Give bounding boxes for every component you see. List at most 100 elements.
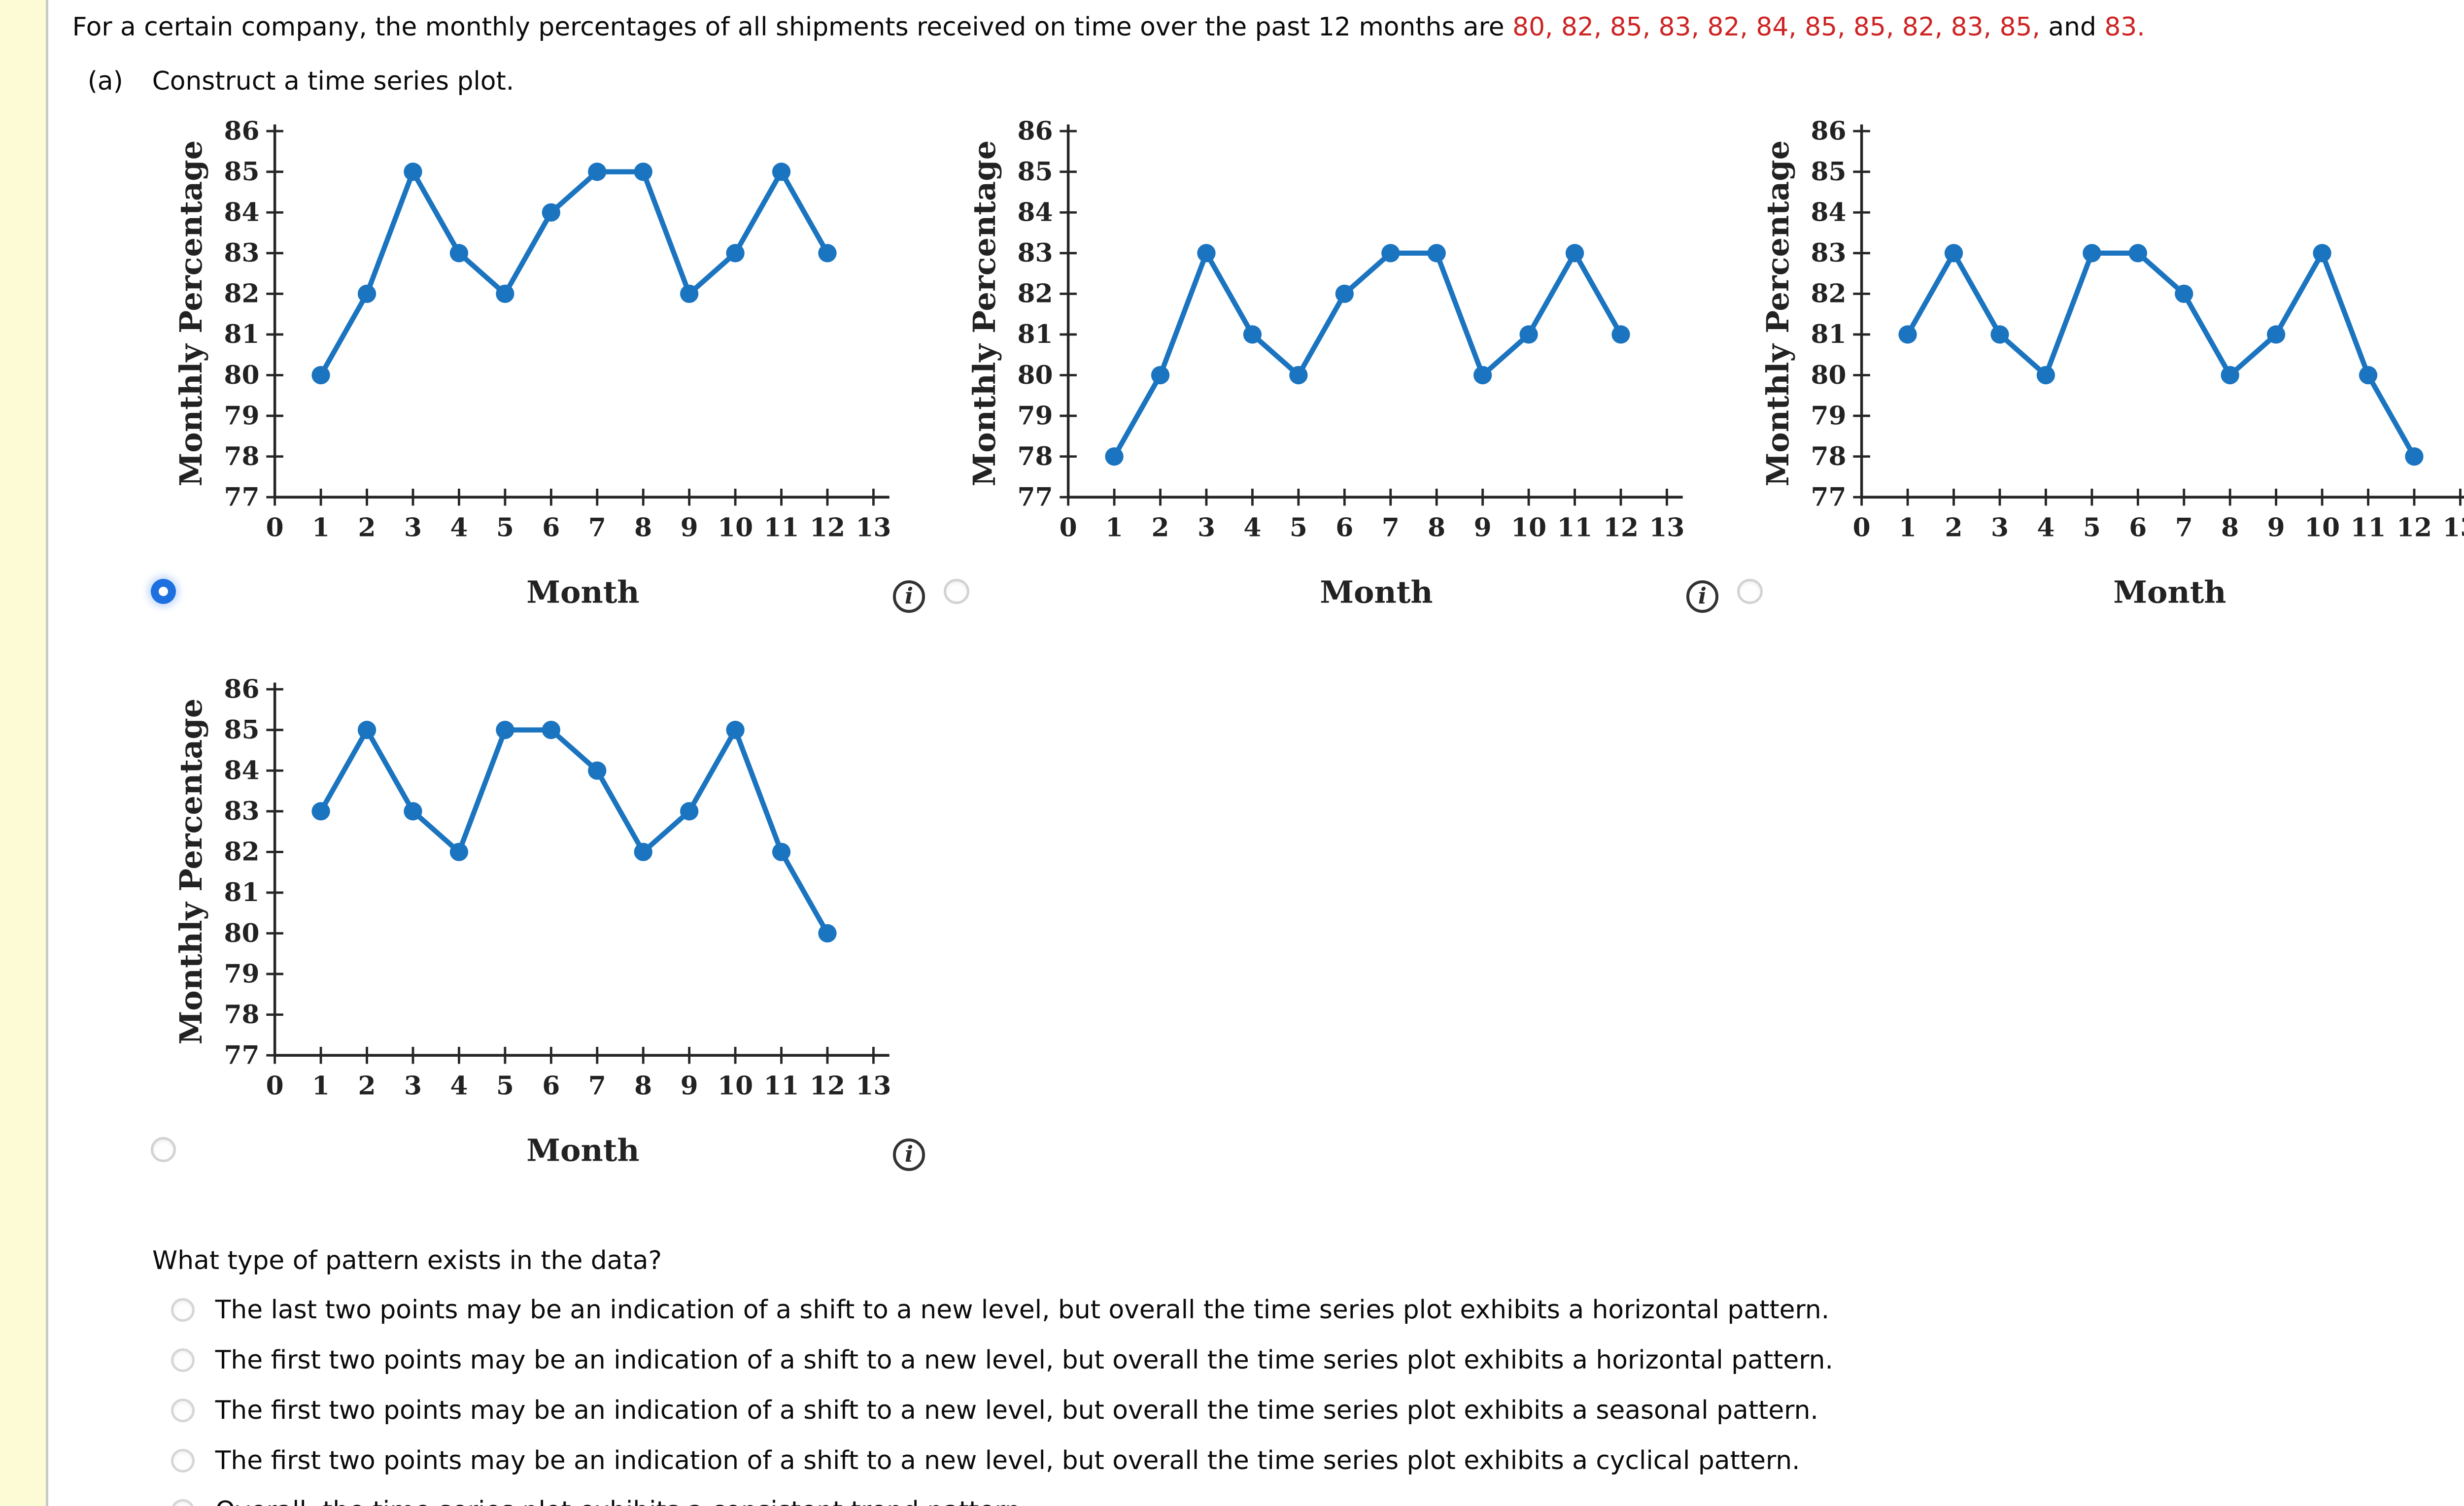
svg-text:3: 3 xyxy=(404,512,422,542)
svg-text:2: 2 xyxy=(358,512,376,542)
svg-text:Month: Month xyxy=(526,1132,639,1168)
data-value: 85, xyxy=(1853,12,1902,42)
svg-text:78: 78 xyxy=(224,1000,260,1030)
answer-option-2: The first two points may be an indicatio… xyxy=(171,1335,2464,1385)
svg-text:4: 4 xyxy=(450,1071,468,1101)
svg-text:10: 10 xyxy=(718,512,753,542)
answer-option-2-radio[interactable] xyxy=(171,1348,195,1372)
svg-text:82: 82 xyxy=(1017,278,1053,308)
intro-text: For a certain company, the monthly perce… xyxy=(72,12,1513,42)
svg-text:5: 5 xyxy=(1290,512,1307,542)
svg-text:85: 85 xyxy=(224,715,260,745)
svg-text:4: 4 xyxy=(450,512,468,542)
svg-text:82: 82 xyxy=(224,278,260,308)
svg-text:80: 80 xyxy=(1017,360,1053,390)
info-icon[interactable]: i xyxy=(892,1138,925,1171)
svg-text:10: 10 xyxy=(718,1071,753,1101)
svg-text:3: 3 xyxy=(1198,512,1215,542)
svg-text:1: 1 xyxy=(1899,512,1916,542)
svg-text:85: 85 xyxy=(1017,156,1053,186)
svg-text:2: 2 xyxy=(1945,512,1962,542)
svg-text:83: 83 xyxy=(224,238,260,268)
svg-text:11: 11 xyxy=(2350,512,2386,542)
svg-text:86: 86 xyxy=(1811,116,1846,146)
data-value: 80, xyxy=(1512,12,1561,42)
chart-option-a: 77 78 79 80 81 82 83 84 85 86 0 1 2 3 4 5 6 7 8 9 10 11 12 13 Mo… xyxy=(150,111,925,625)
answer-option-4: The first two points may be an indicatio… xyxy=(171,1436,2464,1486)
svg-text:6: 6 xyxy=(542,1071,560,1101)
answer-option-3: The first two points may be an indicatio… xyxy=(171,1385,2464,1436)
data-value: 85, xyxy=(1805,12,1854,42)
svg-text:78: 78 xyxy=(224,441,260,471)
svg-text:Monthly Percentage: Monthly Percentage xyxy=(966,140,1002,486)
svg-text:9: 9 xyxy=(681,1071,698,1101)
svg-text:5: 5 xyxy=(2083,512,2101,542)
svg-text:13: 13 xyxy=(2442,512,2464,542)
chart-option-c-radio[interactable] xyxy=(1737,578,1763,604)
svg-text:8: 8 xyxy=(2221,512,2239,542)
svg-text:0: 0 xyxy=(266,512,284,542)
chart-option-d-radio[interactable] xyxy=(150,1137,176,1163)
answer-option-3-label: The first two points may be an indicatio… xyxy=(215,1395,1818,1425)
svg-text:7: 7 xyxy=(588,512,606,542)
data-value: 83, xyxy=(1658,12,1708,42)
svg-text:80: 80 xyxy=(1811,360,1846,390)
answer-option-5-radio[interactable] xyxy=(171,1499,195,1506)
chart-options-row-2: 77 78 79 80 81 82 83 84 85 86 0 1 2 3 4 5 6 7 8 9 10 11 12 13 Mo… xyxy=(150,669,2464,1183)
svg-text:79: 79 xyxy=(1017,401,1053,431)
answer-option-3-radio[interactable] xyxy=(171,1398,195,1423)
svg-text:79: 79 xyxy=(224,959,260,989)
svg-text:1: 1 xyxy=(1105,512,1123,542)
time-series-chart-c: 77787980818283848586012345678910111213Mo… xyxy=(1760,116,2464,610)
svg-text:7: 7 xyxy=(588,1071,606,1101)
svg-text:6: 6 xyxy=(542,512,560,542)
svg-text:Month: Month xyxy=(526,574,639,610)
svg-text:2: 2 xyxy=(1151,512,1169,542)
svg-text:8: 8 xyxy=(634,1071,652,1101)
svg-text:6: 6 xyxy=(1335,512,1353,542)
svg-text:0: 0 xyxy=(266,1071,284,1101)
answer-option-5: Overall, the time series plot exhibits a… xyxy=(171,1486,2464,1506)
chart-option-b-radio[interactable] xyxy=(944,578,970,604)
svg-text:7: 7 xyxy=(2175,512,2192,542)
info-icon[interactable]: i xyxy=(1686,580,1719,613)
chart-option-c: 77787980818283848586012345678910111213Mo… xyxy=(1737,111,2464,625)
svg-text:12: 12 xyxy=(2396,512,2432,542)
svg-text:85: 85 xyxy=(224,156,260,186)
intro-text: and xyxy=(2048,12,2105,42)
part-a-label: (a) xyxy=(87,67,123,97)
chart-options-row-1: 77 78 79 80 81 82 83 84 85 86 0 1 2 3 4 5 6 7 8 9 10 11 12 13 Mo… xyxy=(150,111,2464,625)
svg-text:13: 13 xyxy=(1649,512,1684,542)
svg-text:78: 78 xyxy=(1811,441,1846,471)
answer-option-1-label: The last two points may be an indication… xyxy=(215,1295,1830,1325)
chart-option-b: 77 78 79 80 81 82 83 84 85 86 0 1 2 3 4 5 6 7 8 9 10 11 12 13 Mo… xyxy=(944,111,1719,625)
answer-option-2-label: The first two points may be an indicatio… xyxy=(215,1345,1833,1375)
content-area: For a certain company, the monthly perce… xyxy=(48,0,2464,1506)
svg-text:84: 84 xyxy=(1811,197,1846,227)
svg-text:10: 10 xyxy=(1511,512,1546,542)
pattern-question: What type of pattern exists in the data?… xyxy=(152,1244,2464,1506)
data-value: 82, xyxy=(1707,12,1756,42)
svg-text:80: 80 xyxy=(224,360,260,390)
data-value: 84, xyxy=(1756,12,1805,42)
chart-option-a-radio[interactable] xyxy=(150,578,176,604)
svg-text:84: 84 xyxy=(224,755,260,785)
answer-options: The last two points may be an indication… xyxy=(152,1285,2464,1506)
answer-option-4-radio[interactable] xyxy=(171,1448,195,1473)
answer-option-1-radio[interactable] xyxy=(171,1298,195,1322)
svg-text:80: 80 xyxy=(224,918,260,948)
svg-text:81: 81 xyxy=(224,319,260,349)
svg-text:6: 6 xyxy=(2129,512,2147,542)
question-prompt: What type of pattern exists in the data? xyxy=(152,1246,662,1276)
svg-text:1: 1 xyxy=(312,1071,330,1101)
info-icon[interactable]: i xyxy=(892,580,925,613)
svg-text:5: 5 xyxy=(496,1071,514,1101)
svg-text:83: 83 xyxy=(1017,238,1053,268)
answer-option-1: The last two points may be an indication… xyxy=(171,1285,2464,1335)
svg-text:77: 77 xyxy=(1017,482,1053,512)
svg-text:85: 85 xyxy=(1811,156,1846,186)
svg-text:84: 84 xyxy=(224,197,260,227)
